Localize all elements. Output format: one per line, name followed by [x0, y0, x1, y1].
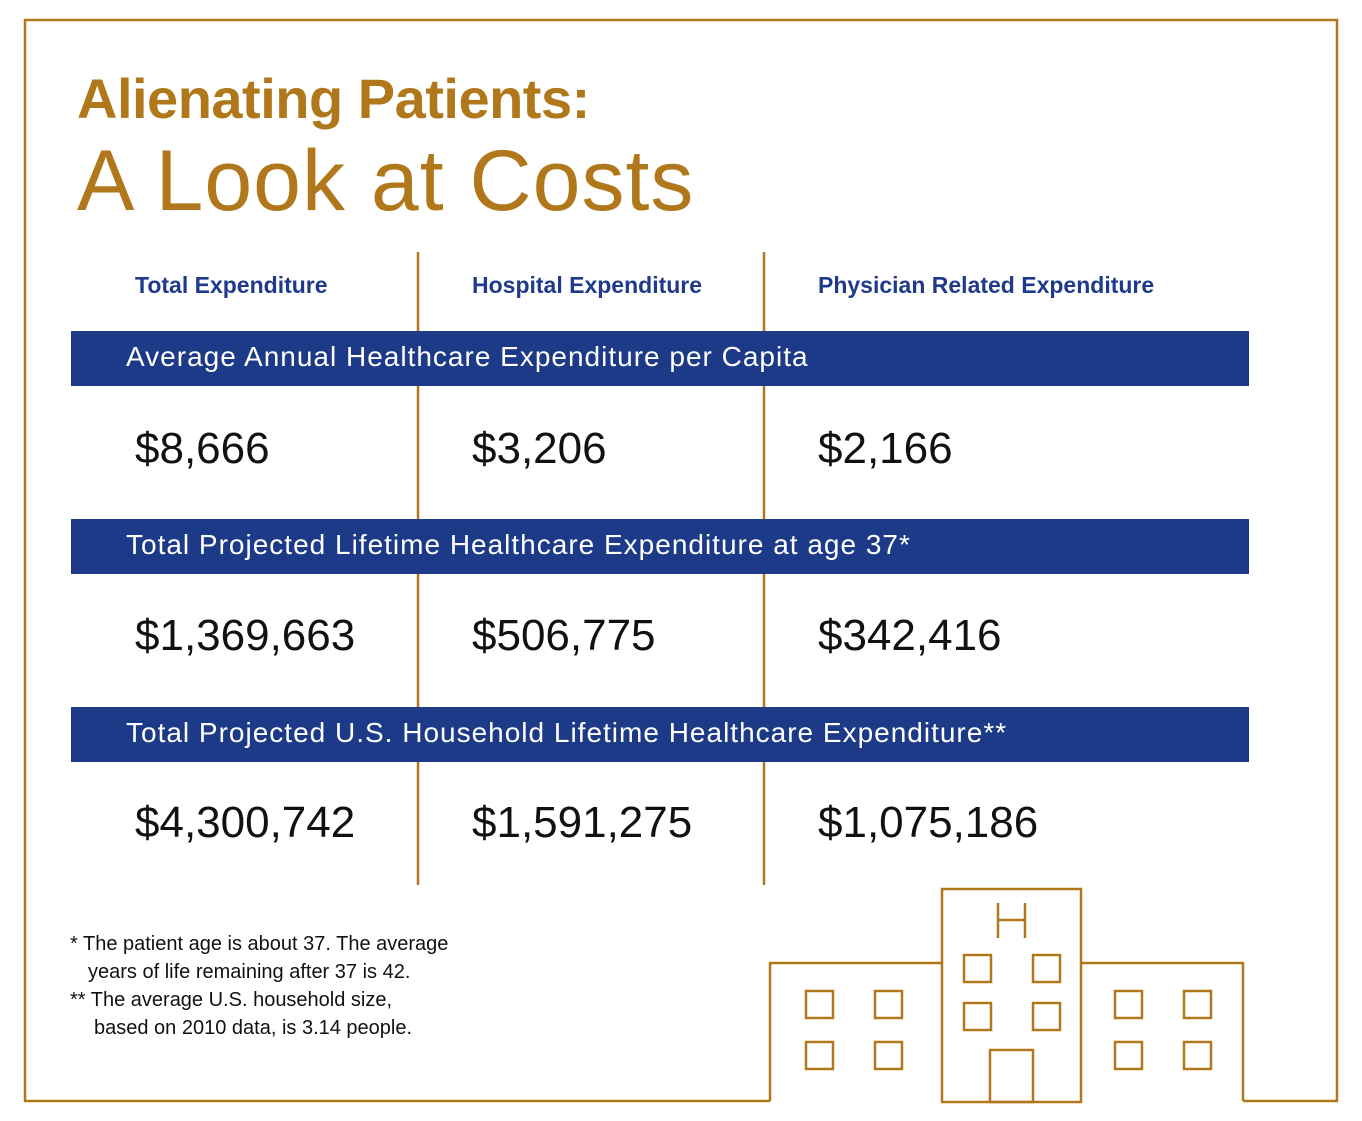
title-line-2: A Look at Costs — [77, 133, 695, 229]
row-label: Total Projected U.S. Household Lifetime … — [126, 717, 1008, 748]
column-header-total: Total Expenditure — [135, 272, 328, 298]
value-cell: $4,300,742 — [135, 798, 356, 847]
value-cell: $1,591,275 — [472, 798, 693, 847]
footnote-2: ** The average U.S. household size, base… — [70, 989, 413, 1039]
hospital-building-icon — [768, 887, 1245, 1104]
value-cell: $2,166 — [818, 424, 953, 473]
value-cell: $1,075,186 — [818, 798, 1039, 847]
frame-border — [23, 18, 1339, 1103]
column-header-physician: Physician Related Expenditure — [818, 272, 1155, 298]
footnote-1: * The patient age is about 37. The avera… — [70, 933, 449, 983]
row-label: Total Projected Lifetime Healthcare Expe… — [126, 529, 911, 560]
value-cell: $342,416 — [818, 611, 1002, 660]
column-header-hospital: Hospital Expenditure — [472, 272, 703, 298]
value-cell: $3,206 — [472, 424, 607, 473]
value-cell: $1,369,663 — [135, 611, 356, 660]
title-line-1: Alienating Patients: — [77, 67, 590, 130]
row-band: Total Projected U.S. Household Lifetime … — [71, 707, 1249, 762]
row-label: Average Annual Healthcare Expenditure pe… — [126, 341, 809, 372]
row-band: Total Projected Lifetime Healthcare Expe… — [71, 519, 1249, 574]
value-cell: $8,666 — [135, 424, 270, 473]
value-cell: $506,775 — [472, 611, 656, 660]
row-band: Average Annual Healthcare Expenditure pe… — [71, 331, 1249, 386]
